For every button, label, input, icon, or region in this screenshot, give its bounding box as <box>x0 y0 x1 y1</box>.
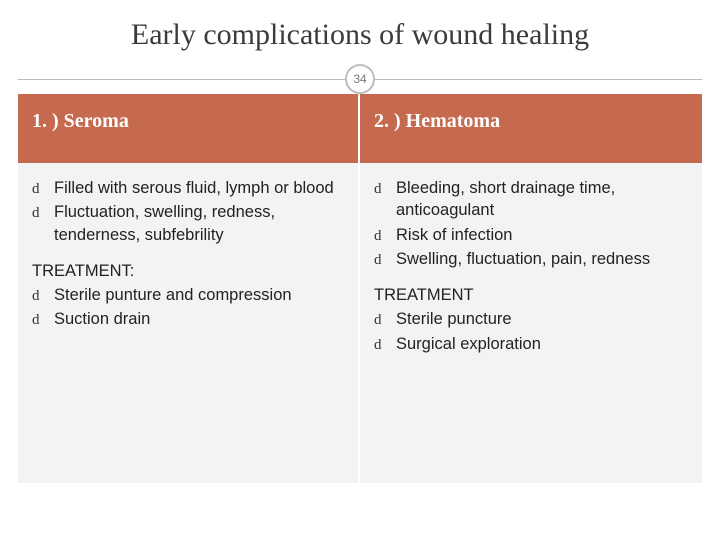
bullet-icon: d <box>32 203 40 223</box>
list-item-text: Surgical exploration <box>396 335 541 353</box>
list-item-text: Bleeding, short drainage time, anticoagu… <box>396 179 615 219</box>
list-item-text: Risk of infection <box>396 226 512 244</box>
left-bullets-treatment: d Sterile punture and compression d Suctio… <box>32 284 344 331</box>
list-item: d Suction drain <box>32 308 344 330</box>
bullet-icon: d <box>32 179 40 199</box>
list-item: d Risk of infection <box>374 224 688 246</box>
divider: 34 <box>0 62 720 96</box>
list-item-text: Filled with serous fluid, lymph or blood <box>54 179 334 197</box>
left-bullets-main: d Filled with serous fluid, lymph or bloo… <box>32 177 344 246</box>
list-item-text: Fluctuation, swelling, redness, tenderne… <box>54 203 275 243</box>
bullet-icon: d <box>374 335 382 355</box>
bullet-icon: d <box>374 226 382 246</box>
list-item-text: Suction drain <box>54 310 150 328</box>
slide: Early complications of wound healing 34 … <box>0 0 720 540</box>
column-right: 2. ) Hematoma d Bleeding, short drainage … <box>360 94 702 483</box>
bullet-icon: d <box>374 310 382 330</box>
column-left-body: d Filled with serous fluid, lymph or bloo… <box>18 163 358 483</box>
right-bullets-treatment: d Sterile puncture d Surgical exploration <box>374 308 688 355</box>
bullet-icon: d <box>374 250 382 270</box>
column-left-header: 1. ) Seroma <box>18 94 358 163</box>
list-item-text: Swelling, fluctuation, pain, redness <box>396 250 650 268</box>
list-item: d Fluctuation, swelling, redness, tendern… <box>32 201 344 246</box>
column-right-body: d Bleeding, short drainage time, anticoag… <box>360 163 702 483</box>
column-left: 1. ) Seroma d Filled with serous fluid, l… <box>18 94 360 483</box>
list-item: d Swelling, fluctuation, pain, redness <box>374 248 688 270</box>
list-item: d Sterile puncture <box>374 308 688 330</box>
left-treatment-label: TREATMENT: <box>32 260 344 282</box>
list-item-text: Sterile puncture <box>396 310 512 328</box>
bullet-icon: d <box>32 286 40 306</box>
slide-title: Early complications of wound healing <box>0 0 720 62</box>
list-item-text: Sterile punture and compression <box>54 286 292 304</box>
bullet-icon: d <box>32 310 40 330</box>
column-right-header: 2. ) Hematoma <box>360 94 702 163</box>
list-item: d Sterile punture and compression <box>32 284 344 306</box>
list-item: d Filled with serous fluid, lymph or bloo… <box>32 177 344 199</box>
right-bullets-main: d Bleeding, short drainage time, anticoag… <box>374 177 688 270</box>
list-item: d Surgical exploration <box>374 333 688 355</box>
list-item: d Bleeding, short drainage time, anticoag… <box>374 177 688 222</box>
right-treatment-label: TREATMENT <box>374 284 688 306</box>
bullet-icon: d <box>374 179 382 199</box>
page-number-badge: 34 <box>345 64 375 94</box>
two-column-layout: 1. ) Seroma d Filled with serous fluid, l… <box>18 94 702 483</box>
